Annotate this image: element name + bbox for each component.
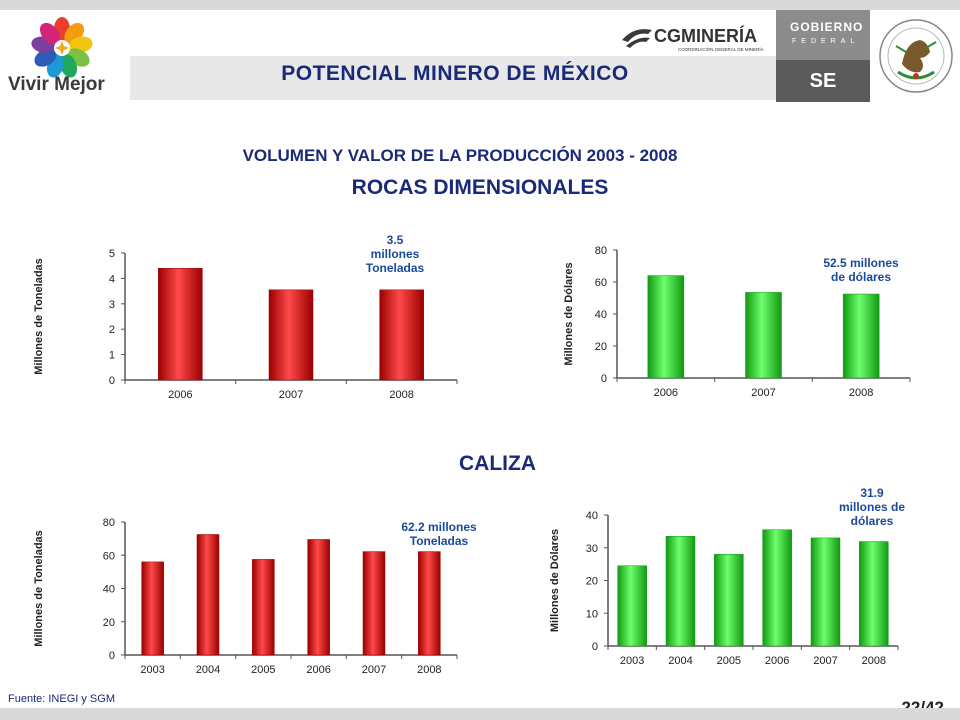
y-tick-label: 5: [109, 248, 115, 260]
bar: [252, 559, 275, 656]
x-tick-label: 2008: [862, 655, 886, 667]
cg-mineria-logo-icon: CGMINERÍA COORDINACIÓN GENERAL DE MINERÍ…: [622, 25, 764, 52]
annotation-line: millones: [370, 247, 420, 261]
header-band: [130, 56, 776, 100]
top-bar: [0, 0, 960, 10]
x-tick-label: 2007: [362, 664, 386, 676]
y-tick-label: 0: [592, 641, 598, 653]
vivir-mejor-text: Vivir Mejor: [8, 74, 105, 95]
bar: [810, 537, 841, 647]
y-tick-label: 20: [103, 617, 115, 629]
x-tick-label: 2006: [765, 655, 789, 667]
x-tick-label: 2003: [140, 664, 164, 676]
y-tick-label: 40: [586, 510, 598, 522]
y-axis-label: Millones de Toneladas: [33, 258, 45, 375]
bar: [196, 534, 220, 656]
bar: [418, 551, 441, 656]
annotation-caliza-volumen: 62.2 millones Toneladas: [384, 520, 494, 548]
vivir-mejor-logo-icon: [31, 17, 93, 78]
y-tick-label: 40: [595, 309, 607, 321]
y-tick-label: 0: [109, 375, 115, 387]
mexico-seal-icon: [879, 19, 953, 93]
annotation-line: de dólares: [830, 270, 892, 284]
bar: [141, 561, 164, 656]
annotation-rocas-volumen: 3.5 millones Toneladas: [352, 233, 438, 275]
annotation-caliza-valor: 31.9 millones de dólares: [812, 486, 932, 528]
y-tick-label: 20: [586, 576, 598, 588]
y-tick-label: 2: [109, 324, 115, 336]
annotation-line: 52.5 millones: [823, 256, 899, 270]
annotation-line: millones de: [838, 500, 906, 514]
annotation-line: Toneladas: [409, 534, 469, 548]
annotation-line: 3.5: [386, 233, 404, 247]
x-tick-label: 2007: [751, 387, 775, 399]
x-tick-label: 2006: [654, 387, 678, 399]
y-tick-label: 40: [103, 584, 115, 596]
y-axis-label: Millones de Dólares: [549, 529, 561, 632]
x-tick-label: 2008: [389, 389, 413, 401]
y-tick-label: 0: [601, 373, 607, 385]
cg-logo-subtext: COORDINACIÓN GENERAL DE MINERÍA: [678, 46, 764, 52]
y-tick-label: 10: [586, 608, 598, 620]
bar: [307, 539, 330, 656]
page-title: POTENCIAL MINERO DE MÉXICO: [281, 62, 629, 85]
y-tick-label: 20: [595, 341, 607, 353]
y-tick-label: 80: [103, 517, 115, 529]
annotation-line: 31.9: [860, 486, 884, 500]
annotation-rocas-valor: 52.5 millones de dólares: [806, 256, 916, 284]
x-tick-label: 2004: [196, 664, 220, 676]
x-tick-label: 2007: [279, 389, 303, 401]
bar: [617, 565, 647, 647]
y-tick-label: 4: [109, 273, 115, 285]
bottom-bar: [0, 708, 960, 720]
bar: [859, 541, 889, 647]
y-tick-label: 3: [109, 299, 115, 311]
bar: [158, 267, 203, 381]
annotation-line: Toneladas: [365, 261, 425, 275]
source-note: Fuente: INEGI y SGM: [8, 693, 115, 705]
chart-caliza-volumen: Millones de Toneladas 0 20 40 60 80 2003 2004 20…: [33, 517, 458, 676]
x-tick-label: 2008: [849, 387, 873, 399]
x-tick-label: 2005: [251, 664, 275, 676]
bar: [362, 551, 386, 656]
x-tick-label: 2008: [417, 664, 441, 676]
bar: [268, 289, 314, 381]
y-tick-label: 1: [109, 350, 115, 362]
section-title-caliza: CALIZA: [459, 452, 536, 475]
bar: [379, 289, 424, 381]
section-title-rocas: ROCAS DIMENSIONALES: [351, 176, 609, 199]
x-tick-label: 2007: [813, 655, 837, 667]
y-tick-label: 80: [595, 245, 607, 257]
annotation-line: dólares: [850, 514, 894, 528]
subtitle: VOLUMEN Y VALOR DE LA PRODUCCIÓN 2003 - …: [242, 146, 678, 165]
y-axis-label: Millones de Dólares: [563, 262, 575, 365]
y-axis-label: Millones de Toneladas: [33, 530, 45, 647]
chart-rocas-valor: Millones de Dólares 0 20 40 60 80 2006 2007 2008: [563, 245, 911, 399]
x-tick-label: 2004: [668, 655, 692, 667]
x-tick-label: 2003: [620, 655, 644, 667]
bar: [745, 292, 782, 379]
bar: [665, 536, 696, 647]
annotation-line: 62.2 millones: [401, 520, 477, 534]
x-tick-label: 2005: [717, 655, 741, 667]
cg-logo-text: CGMINERÍA: [654, 25, 757, 46]
x-tick-label: 2006: [168, 389, 192, 401]
bar: [762, 529, 792, 647]
bar: [647, 275, 685, 379]
bar: [714, 554, 744, 647]
y-tick-label: 60: [103, 550, 115, 562]
se-logo: SE: [776, 60, 870, 102]
chart-caliza-valor: Millones de Dólares 0 10 20 30 40 2003 2004 2005…: [549, 510, 899, 667]
gobierno-text: GOBIERNO: [790, 20, 864, 34]
bar: [842, 293, 880, 379]
x-tick-label: 2006: [306, 664, 330, 676]
chart-rocas-volumen: Millones de Toneladas 0 1 2 3 4 5 2006 2007 2008: [33, 248, 458, 401]
y-tick-label: 30: [586, 543, 598, 555]
federal-text: FEDERAL: [792, 38, 860, 45]
y-tick-label: 0: [109, 650, 115, 662]
y-tick-label: 60: [595, 277, 607, 289]
gobierno-federal-logo: GOBIERNO FEDERAL: [776, 10, 870, 60]
